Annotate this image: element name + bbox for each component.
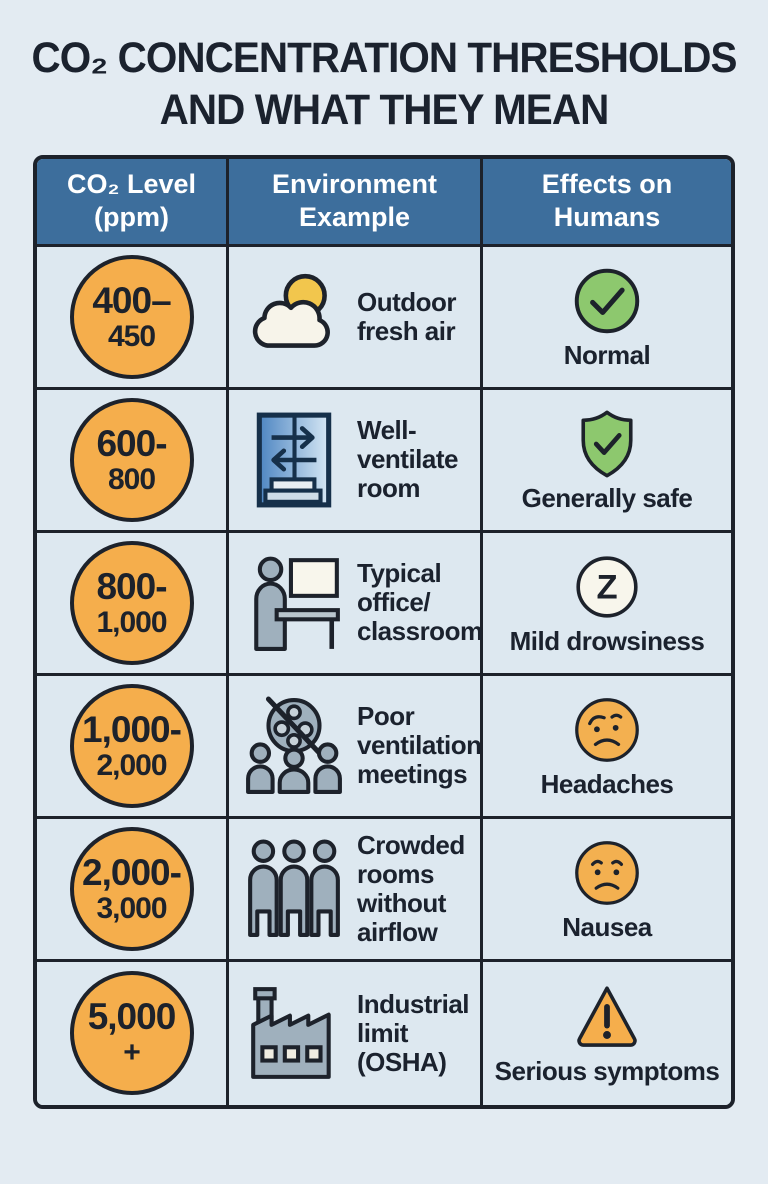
environment-label: Crowded rooms without airflow: [357, 829, 465, 948]
effect-cell: Serious symptoms: [483, 961, 731, 1105]
nauseated-face-icon: [571, 837, 643, 909]
environment-label: Typical office/ classroom: [357, 558, 483, 647]
effect-label: Serious symptoms: [494, 1056, 720, 1087]
co2-level-cell: 800- 1,000: [37, 532, 229, 676]
effect-cell: Headaches: [483, 675, 731, 819]
no-fan-meeting-icon: [243, 695, 345, 797]
co2-level-range-bottom: +: [123, 1036, 141, 1070]
co2-level-badge: 5,000 +: [69, 971, 194, 1096]
co2-level-cell: 2,000- 3,000: [37, 818, 229, 962]
effect-cell: Generally safe: [483, 389, 731, 533]
svg-text:Z: Z: [596, 568, 617, 606]
environment-cell: Industrial limit (OSHA): [229, 961, 483, 1105]
sleepy-z-icon: Z: [571, 551, 643, 623]
header-co2-level: CO₂ Level (ppm): [37, 158, 229, 247]
effect-cell: Normal: [483, 246, 731, 390]
effect-label: Normal: [563, 339, 651, 370]
co2-level-range-top: 2,000-: [82, 851, 182, 893]
worried-face-icon: [571, 694, 643, 766]
co2-level-range-top: 400–: [92, 279, 171, 321]
environment-cell: Well- ventilate room: [229, 389, 483, 533]
environment-cell: Crowded rooms without airflow: [229, 818, 483, 962]
office-desk-person-icon: [243, 552, 345, 654]
sun-cloud-icon: [243, 266, 345, 368]
header-environment: Environment Example: [229, 158, 483, 247]
environment-label: Well- ventilate room: [357, 415, 459, 504]
factory-icon: [243, 982, 345, 1084]
co2-level-range-bottom: 3,000: [96, 891, 167, 925]
effect-label: Mild drowsiness: [509, 625, 705, 656]
environment-cell: Typical office/ classroom: [229, 532, 483, 676]
effect-cell: Nausea: [483, 818, 731, 962]
co2-level-badge: 2,000- 3,000: [69, 826, 194, 951]
environment-cell: Poor ventilation, meetings: [229, 675, 489, 819]
effect-cell: Z Mild drowsiness: [483, 532, 731, 676]
page-title: CO₂ CONCENTRATION THRESHOLDS AND WHAT TH…: [31, 34, 738, 135]
co2-level-cell: 600- 800: [37, 389, 229, 533]
co2-level-range-bottom: 2,000: [96, 748, 167, 782]
co2-level-range-top: 600-: [96, 422, 167, 464]
ventilated-window-icon: [243, 409, 345, 511]
shield-check-icon: [571, 408, 643, 480]
effect-label: Headaches: [540, 768, 674, 799]
environment-cell: Outdoor fresh air: [229, 246, 483, 390]
co2-thresholds-table: CO₂ Level (ppm) Environment Example Effe…: [33, 154, 735, 1109]
co2-level-badge: 600- 800: [69, 397, 194, 522]
co2-level-cell: 1,000- 2,000: [37, 675, 229, 819]
co2-level-range-top: 1,000-: [82, 708, 182, 750]
environment-label: Poor ventilation, meetings: [357, 701, 489, 790]
co2-level-range-bottom: 450: [107, 319, 156, 353]
effect-label: Generally safe: [521, 482, 693, 513]
co2-level-cell: 400– 450: [37, 246, 229, 390]
co2-level-badge: 400– 450: [69, 254, 194, 379]
effect-label: Nausea: [562, 911, 652, 942]
warning-triangle-icon: [571, 981, 643, 1053]
co2-level-badge: 800- 1,000: [69, 540, 194, 665]
environment-label: Industrial limit (OSHA): [357, 988, 470, 1077]
check-circle-icon: [571, 265, 643, 337]
co2-level-range-top: 5,000: [87, 996, 177, 1038]
header-effects: Effects on Humans: [483, 158, 731, 247]
co2-level-range-bottom: 800: [107, 462, 156, 496]
co2-level-badge: 1,000- 2,000: [69, 683, 194, 808]
co2-level-range-bottom: 1,000: [96, 605, 167, 639]
environment-label: Outdoor fresh air: [357, 286, 457, 346]
crowd-icon: [243, 838, 345, 940]
co2-level-cell: 5,000 +: [37, 961, 229, 1105]
co2-level-range-top: 800-: [96, 565, 167, 607]
